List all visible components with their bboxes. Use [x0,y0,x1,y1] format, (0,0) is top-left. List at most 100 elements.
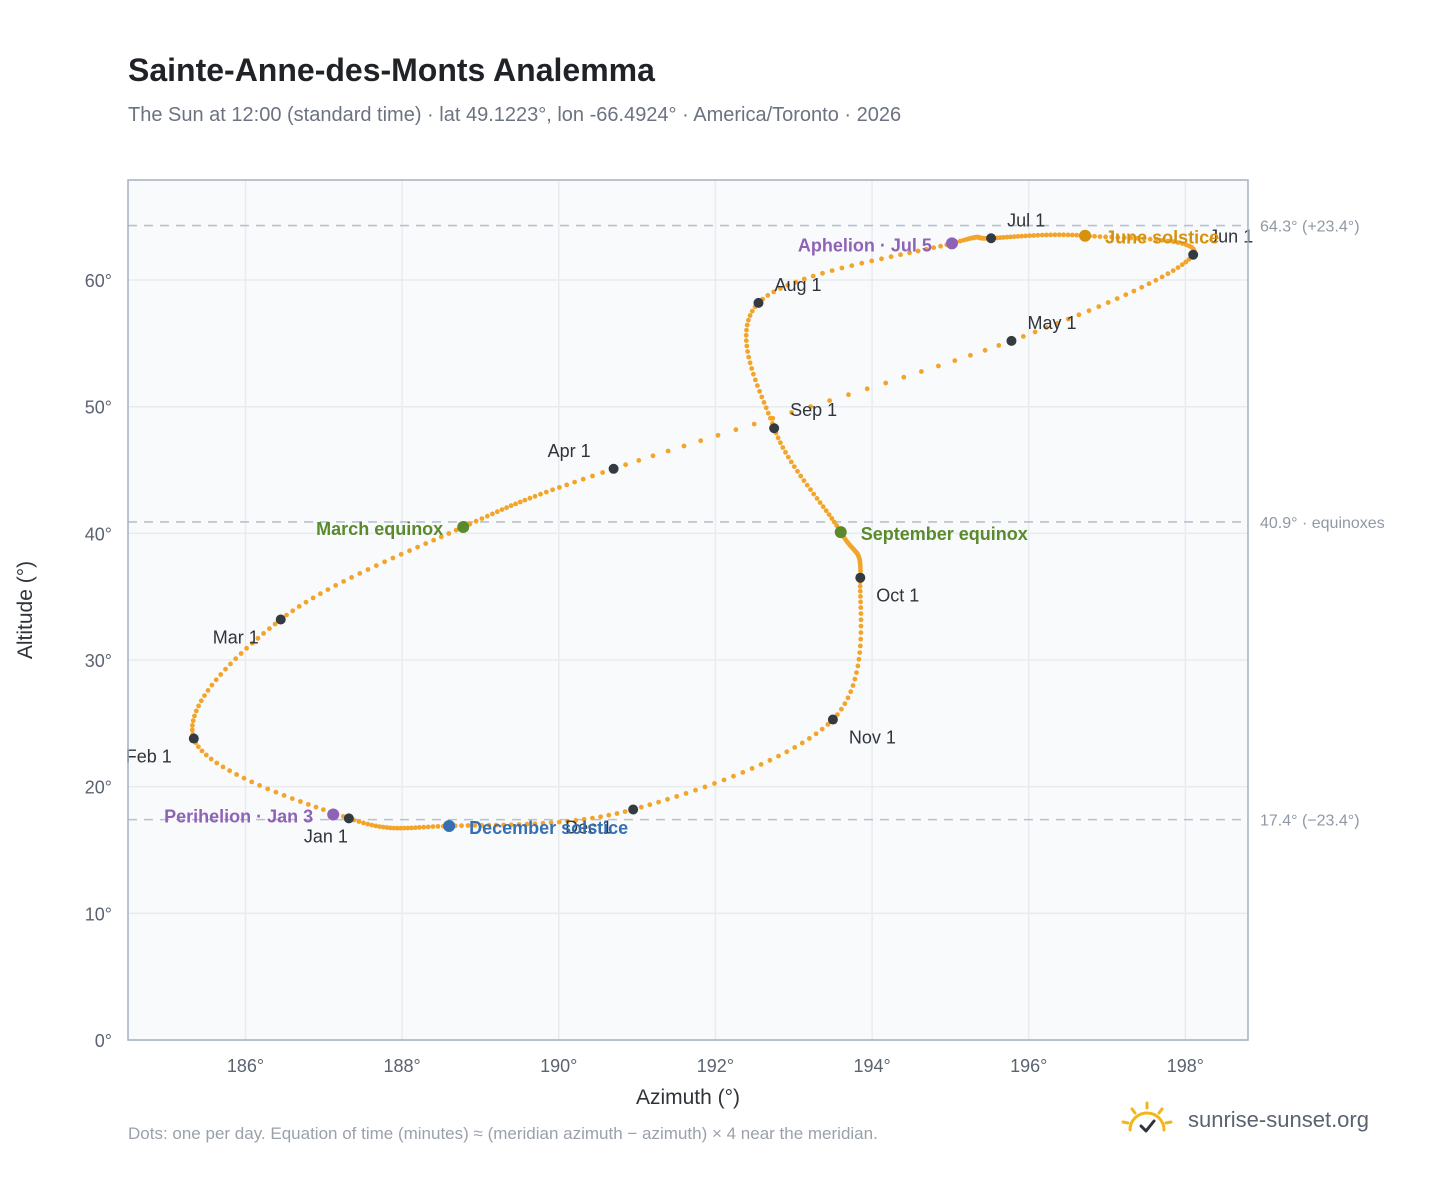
daily-dot [731,773,736,779]
month-marker-label: Feb 1 [126,747,172,767]
daily-dot [839,706,844,712]
daily-dot [813,731,819,737]
daily-dot [761,400,767,405]
month-marker-dot [608,463,619,474]
daily-dot [564,482,570,488]
daily-dot [193,708,199,714]
daily-dot [702,784,708,790]
event-marker-label: Aphelion · Jul 5 [798,235,932,255]
daily-dot [598,814,603,820]
daily-dot [548,820,554,826]
daily-dot [214,760,220,766]
daily-dot [218,672,224,677]
daily-dot [1092,233,1097,239]
daily-dot [839,265,845,271]
daily-dot [394,825,400,831]
month-marker-label: Mar 1 [213,627,259,647]
daily-dot [257,783,262,788]
daily-dot [650,453,656,459]
daily-dot [765,410,771,416]
daily-dot [361,820,366,826]
daily-dot [855,663,861,669]
event-marker-dot [945,237,958,250]
daily-dot [405,825,411,831]
daily-dot [848,689,854,695]
daily-dot [532,493,538,499]
daily-dot [192,713,197,719]
daily-dot [234,772,240,777]
event-marker-label: June solstice [1105,228,1219,248]
daily-dot [784,749,790,755]
daily-dot [556,819,562,825]
daily-dot [1159,237,1165,243]
daily-dot [508,822,514,828]
month-marker-dot [986,233,997,244]
daily-dot [758,762,764,767]
daily-dot [879,256,884,262]
daily-dot [923,246,929,252]
daily-dot [1097,234,1103,240]
month-markers: Jan 1 Feb 1 Mar 1 Apr 1 May 1 Jun 1 Jul 1 Aug 1… [126,210,1253,846]
month-marker-label: Jan 1 [304,826,348,846]
month-marker-label: Nov 1 [849,728,896,748]
daily-dot [425,824,431,830]
daily-dot [550,487,555,493]
daily-dot [827,398,832,403]
daily-dot [196,703,202,709]
daily-dot [743,332,749,338]
daily-dot [888,254,894,260]
daily-dot [744,322,750,328]
daily-dot [1141,236,1147,242]
month-marker-dot [1006,335,1017,346]
daily-dot [1165,271,1171,277]
daily-dot [901,374,907,380]
daily-dot [1183,242,1189,248]
daily-dot [310,595,316,601]
daily-dot [1015,234,1021,239]
month-marker-label: Jun 1 [1209,227,1253,247]
daily-dot [1165,238,1171,244]
daily-dot [227,768,233,774]
daily-dot [681,443,687,449]
brand[interactable]: sunrise-sunset.org [1120,1100,1369,1140]
daily-dot [778,440,783,446]
sun-logo-icon [1121,1101,1173,1133]
y-tick-label: 60° [85,271,112,291]
daily-dot [820,270,825,276]
daily-dot [647,802,653,808]
daily-dot [831,519,837,525]
daily-dot [499,507,505,512]
daily-dot [532,821,538,827]
daily-dot [747,313,753,318]
daily-dot [814,496,820,501]
daily-dot [431,537,436,543]
daily-dot [778,286,783,291]
daily-dot [504,505,509,511]
daily-dot [446,531,452,536]
daily-dot [1011,234,1017,240]
daily-dot [1159,274,1165,280]
daily-dot [1114,296,1120,301]
daily-dot [1179,262,1185,268]
daily-dot [869,258,875,264]
daily-dot [808,487,813,492]
daily-dot [590,815,595,821]
daily-dot [826,512,832,517]
daily-dot [244,645,250,651]
daily-dot [996,343,1002,348]
daily-dot [776,753,781,759]
daily-dot [674,794,680,799]
daily-dot [768,415,773,421]
daily-dot [857,650,863,655]
month-marker-label: Jul 1 [1007,210,1045,230]
daily-dot [864,386,870,392]
daily-dot [493,822,499,828]
daily-dot [380,824,386,830]
daily-dot [1086,308,1092,314]
reference-line-label: 64.3° (+23.4°) [1260,219,1360,236]
y-tick-label: 0° [95,1031,112,1051]
daily-dot [349,575,354,580]
daily-dot [261,631,266,636]
daily-dot [572,479,577,485]
daily-dot [915,248,921,254]
